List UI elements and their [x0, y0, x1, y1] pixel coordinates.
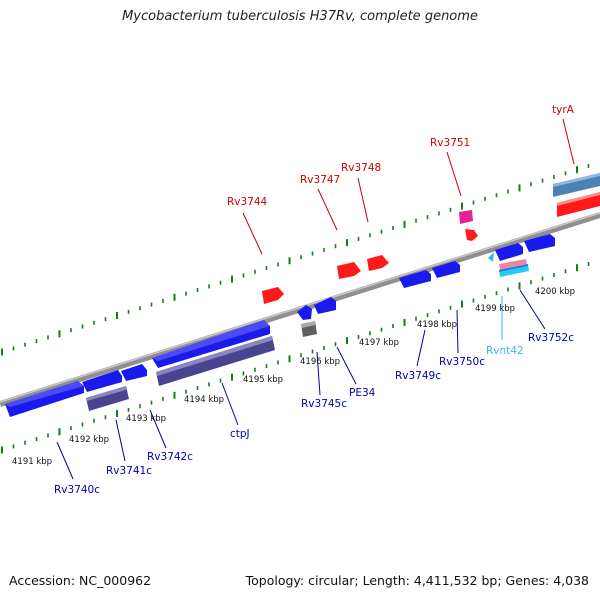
label-leader-lines [56, 118, 575, 480]
gene-label-Rvnt42[interactable]: Rvnt42 [486, 345, 524, 357]
kbp-label: 4191 kbp [12, 457, 52, 467]
gene-label-tyrA[interactable]: tyrA [552, 104, 575, 116]
kbp-label: 4198 kbp [417, 320, 457, 330]
feature-Rv3744[interactable] [262, 287, 284, 304]
feature-Rv3742c[interactable] [121, 364, 147, 381]
kbp-label: 4192 kbp [69, 435, 109, 445]
outer-tick-track [1, 164, 590, 356]
gene-label-Rv3752c[interactable]: Rv3752c [528, 332, 574, 344]
kbp-label: 4199 kbp [475, 304, 515, 314]
feature-Rv3747[interactable] [337, 262, 361, 279]
gene-label-PE34[interactable]: PE34 [349, 387, 376, 399]
kbp-label: 4194 kbp [184, 395, 224, 405]
accession-text: Accession: NC_000962 [9, 573, 152, 588]
feature-Rvnt42[interactable] [488, 252, 529, 277]
gene-label-Rv3747[interactable]: Rv3747 [300, 174, 340, 186]
feature-ctpJ-repeat[interactable] [156, 336, 275, 386]
backbone [0, 212, 600, 407]
gene-label-Rv3744[interactable]: Rv3744 [227, 196, 268, 208]
feature-Rv3748[interactable] [367, 255, 389, 271]
feature-gray[interactable] [301, 321, 317, 337]
minus-strand-cds-row1 [5, 234, 555, 417]
inner-tick-track [1, 262, 590, 454]
map-title: Mycobacterium tuberculosis H37Rv, comple… [122, 9, 478, 24]
gene-label-Rv3748[interactable]: Rv3748 [341, 162, 381, 174]
gene-label-Rv3741c[interactable]: Rv3741c [106, 465, 152, 477]
gene-label-Rv3750c[interactable]: Rv3750c [439, 356, 485, 368]
feature-Rv3741c-repeat[interactable] [86, 386, 129, 411]
gene-label-Rv3742c[interactable]: Rv3742c [147, 451, 193, 463]
kbp-label: 4193 kbp [126, 414, 166, 424]
feature-Rv3749c[interactable] [399, 270, 431, 288]
feature-Rv3745c[interactable] [297, 305, 312, 320]
gene-label-Rv3740c[interactable]: Rv3740c [54, 484, 100, 496]
feature-Rv3751-lower[interactable] [465, 229, 478, 241]
feature-Rv3751-upper[interactable] [459, 210, 473, 224]
kbp-label: 4196 kbp [300, 357, 340, 367]
plus-gene-labels: Rv3744 Rv3747 Rv3748 Rv3751 tyrA [227, 104, 575, 208]
kbp-labels: 4191 kbp 4192 kbp 4193 kbp 4194 kbp 4195… [12, 287, 575, 467]
feature-tyrA[interactable] [557, 192, 600, 217]
feature-Rv3741c[interactable] [82, 370, 122, 392]
feature-PE34[interactable] [314, 297, 336, 314]
kbp-label: 4200 kbp [535, 287, 575, 297]
feature-Rv3750c[interactable] [432, 261, 460, 278]
kbp-label: 4197 kbp [359, 338, 399, 348]
gene-label-ctpJ[interactable]: ctpJ [230, 428, 250, 440]
minus-gene-labels: Rv3740c Rv3741c Rv3742c ctpJ Rv3745c PE3… [54, 332, 574, 496]
gene-label-Rv3745c[interactable]: Rv3745c [301, 398, 347, 410]
feature-Rv3752c-b[interactable] [524, 234, 555, 252]
gene-label-Rv3751[interactable]: Rv3751 [430, 137, 470, 149]
kbp-label: 4195 kbp [243, 375, 283, 385]
gene-label-Rv3749c[interactable]: Rv3749c [395, 370, 441, 382]
genome-summary-text: Topology: circular; Length: 4,411,532 bp… [245, 573, 589, 588]
cds-highlights [5, 320, 270, 407]
steel-feature[interactable] [553, 173, 600, 197]
feature-Rv3752c-a[interactable] [495, 243, 523, 261]
